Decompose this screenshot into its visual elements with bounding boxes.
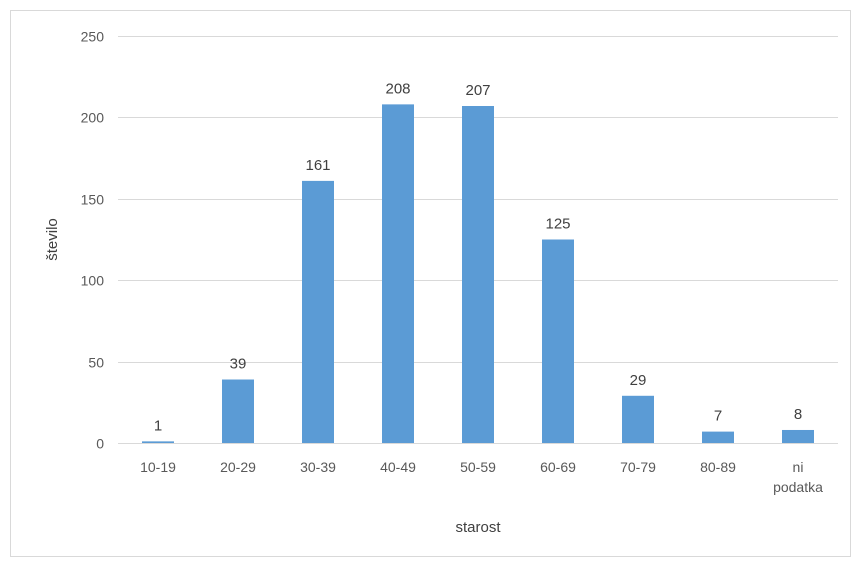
data-label: 161 xyxy=(305,157,330,174)
y-tick-label: 150 xyxy=(81,192,105,208)
x-tick-label: 40-49 xyxy=(380,459,416,475)
data-label: 29 xyxy=(630,372,647,389)
bar xyxy=(782,429,814,443)
data-label: 7 xyxy=(714,408,722,425)
x-axis-title: starost xyxy=(455,519,501,536)
y-tick-label: 200 xyxy=(81,110,105,126)
x-tick-label: 20-29 xyxy=(220,459,256,475)
y-tick-label: 100 xyxy=(81,273,105,289)
data-label: 207 xyxy=(465,82,490,99)
y-tick-label: 250 xyxy=(81,29,105,45)
x-tick-label: 10-19 xyxy=(140,459,176,475)
y-tick-label: 0 xyxy=(96,436,104,452)
bar xyxy=(302,180,334,443)
y-axis-title: število xyxy=(44,218,61,261)
bars xyxy=(142,104,814,443)
y-tick-label: 50 xyxy=(88,355,104,371)
bar xyxy=(222,379,254,443)
bar xyxy=(622,395,654,443)
x-tick-label: 80-89 xyxy=(700,459,736,475)
bar xyxy=(462,106,494,443)
data-label: 39 xyxy=(230,356,247,373)
x-tick-label: ni podatka xyxy=(773,459,823,495)
x-tick-label: 70-79 xyxy=(620,459,656,475)
data-labels: 1 39 161 208 207 125 29 7 8 xyxy=(154,80,802,434)
x-axis-ticks: 10-19 20-29 30-39 40-49 50-59 60-69 70-79 80-89… xyxy=(140,459,823,495)
bar xyxy=(142,441,174,443)
x-tick-label: 30-39 xyxy=(300,459,336,475)
data-label: 125 xyxy=(545,216,570,233)
y-axis-ticks: 0 50 100 150 200 250 xyxy=(81,29,105,452)
x-tick-label: 50-59 xyxy=(460,459,496,475)
data-label: 208 xyxy=(385,80,410,97)
x-tick-label: 60-69 xyxy=(540,459,576,475)
bar xyxy=(702,431,734,443)
data-label: 8 xyxy=(794,406,802,423)
chart-border xyxy=(10,10,851,557)
data-label: 1 xyxy=(154,417,162,434)
bar xyxy=(382,104,414,443)
bar xyxy=(542,239,574,443)
